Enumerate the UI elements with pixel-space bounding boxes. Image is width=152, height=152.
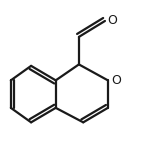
Text: O: O (108, 14, 117, 28)
Text: O: O (111, 74, 121, 87)
